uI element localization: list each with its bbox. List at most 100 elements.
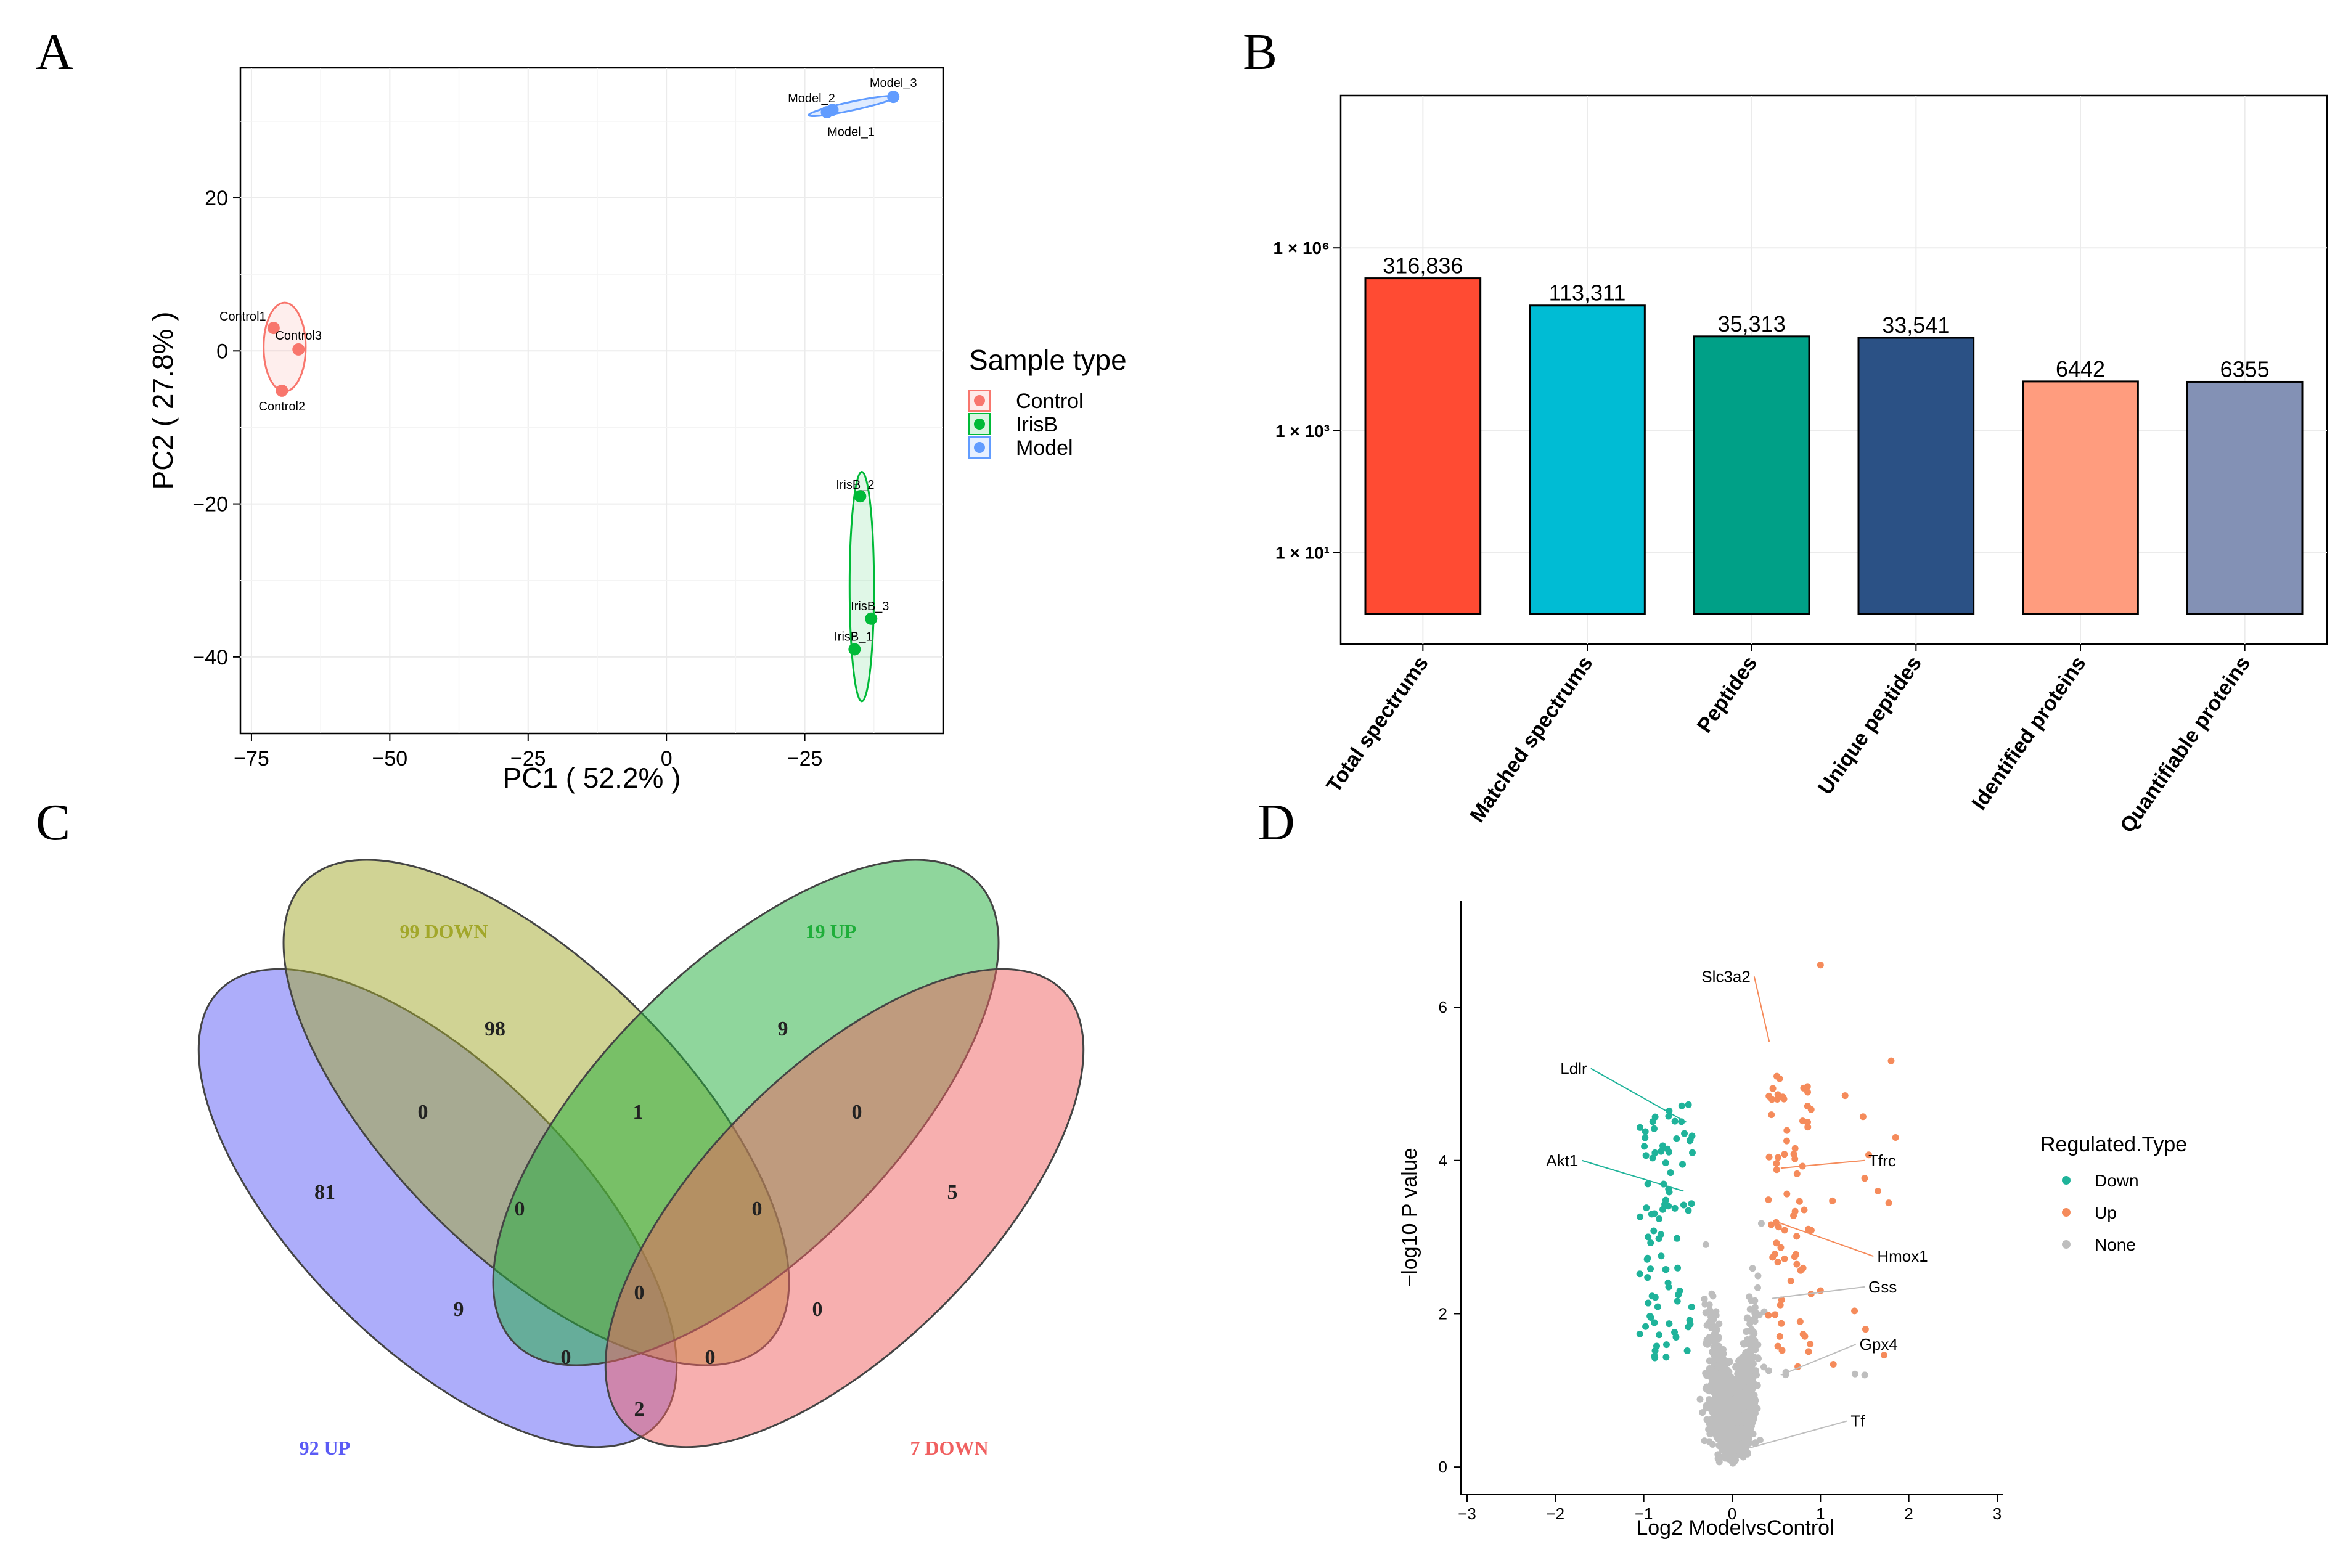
volcano-point (1676, 1287, 1683, 1294)
volcano-point (1709, 1292, 1717, 1300)
volcano-y-tick-label: 0 (1439, 1458, 1447, 1476)
volcano-point (1773, 1160, 1780, 1167)
volcano-point (1648, 1292, 1656, 1300)
volcano-point (1736, 1383, 1744, 1390)
volcano-point (1751, 1410, 1759, 1417)
volcano-point (1793, 1251, 1800, 1258)
volcano-point (1681, 1130, 1688, 1137)
volcano-point (1642, 1128, 1649, 1135)
volcano-point (1804, 1102, 1811, 1109)
volcano-point (1745, 1362, 1752, 1369)
volcano-point (1709, 1357, 1717, 1365)
volcano-point (1712, 1333, 1719, 1341)
volcano-point (1783, 1137, 1791, 1145)
volcano-point (1662, 1266, 1670, 1273)
venn-set-label: 19 UP (806, 920, 857, 942)
venn-region-count: 5 (947, 1181, 958, 1204)
volcano-point (1748, 1346, 1755, 1354)
volcano-point (1772, 1219, 1780, 1226)
volcano-point (1804, 1088, 1812, 1096)
bar-value-label: 113,311 (1549, 280, 1626, 306)
volcano-point (1829, 1197, 1836, 1204)
volcano-point (1735, 1369, 1742, 1376)
volcano-point (1658, 1148, 1665, 1155)
volcano-annotation-leader (1590, 1068, 1687, 1123)
volcano-point (1791, 1155, 1799, 1162)
volcano-point (1656, 1215, 1663, 1222)
volcano-point (1674, 1297, 1681, 1305)
volcano-point (1727, 1439, 1735, 1446)
venn-region-count: 9 (454, 1298, 464, 1321)
volcano-point (1773, 1072, 1781, 1080)
pca-legend-label: Model (1016, 436, 1073, 460)
venn-region-counts: 81 98 9 5 0 1 0 0 0 0 9 0 0 0 2 (314, 1018, 958, 1421)
volcano-point (1804, 1119, 1811, 1126)
volcano-point (1841, 1092, 1849, 1100)
volcano-point (1875, 1188, 1881, 1194)
volcano-point (1796, 1318, 1804, 1325)
volcano-point (1658, 1252, 1665, 1260)
volcano-point (1732, 1426, 1740, 1433)
volcano-point (1674, 1264, 1682, 1272)
volcano-points (1636, 962, 1899, 1467)
venn-region-count: 1 (633, 1101, 644, 1124)
bar-bars: 316,836 113,311 35,313 33,541 6442 6355 (1364, 253, 2304, 615)
bar-y-tick-label: 1 × 10⁶ (1273, 239, 1330, 258)
volcano-annotation-leader (1780, 1344, 1857, 1376)
pca-ellipse-irisb (848, 470, 875, 703)
pca-legend-label: Control (1016, 390, 1084, 413)
volcano-point (1805, 1348, 1812, 1355)
pca-point (276, 384, 288, 397)
bar (1364, 277, 1482, 615)
volcano-point (1807, 1341, 1814, 1348)
pca-y-axis-title: PC2 ( 27.8% ) (147, 312, 179, 490)
bar-chart: 316,836 113,311 35,313 33,541 6442 6355 1 × 1… (1273, 94, 2328, 837)
volcano-annotation-label: Hmox1 (1877, 1247, 1928, 1265)
volcano-point (1657, 1231, 1664, 1238)
volcano-point (1776, 1333, 1783, 1340)
volcano-point (1711, 1406, 1719, 1413)
volcano-point (1696, 1395, 1704, 1403)
volcano-x-tick-label: 1 (1816, 1505, 1825, 1523)
volcano-legend-items: Down Up None (2062, 1171, 2139, 1254)
venn-diagram: 92 UP 99 DOWN 19 UP 7 DOWN 81 98 9 5 0 1 0 0 0 0 9 0 0 0… (197, 859, 1085, 1459)
venn-ellipse-4 (604, 968, 1085, 1448)
pca-y-tick-label: −20 (192, 493, 228, 517)
volcano-point (1647, 1265, 1654, 1273)
volcano-point (1642, 1134, 1649, 1141)
pca-point (292, 343, 305, 356)
volcano-point (1701, 1295, 1708, 1302)
volcano-y-tick-label: 6 (1439, 998, 1447, 1016)
pca-legend-dot (974, 419, 985, 430)
pca-point-label: Control2 (259, 400, 306, 414)
volcano-point (1772, 1311, 1779, 1318)
volcano-annotation-leader (1582, 1159, 1684, 1192)
volcano-point (1637, 1213, 1644, 1220)
panel-label-b: B (1243, 23, 1277, 81)
pca-point-label: Control3 (275, 329, 322, 343)
pca-point-label: Control1 (219, 310, 266, 324)
volcano-legend-dot (2062, 1176, 2071, 1185)
volcano-point (1735, 1357, 1743, 1365)
volcano-annotation-label: Akt1 (1546, 1151, 1578, 1170)
bar-value-label: 6355 (2220, 356, 2270, 382)
volcano-legend-dot (2062, 1208, 2071, 1217)
volcano-legend-title: Regulated.Type (2040, 1133, 2187, 1156)
volcano-point (1751, 1297, 1759, 1304)
volcano-point (1637, 1124, 1644, 1131)
bar-x-tick-label: Total spectrums (1322, 652, 1433, 797)
volcano-point (1662, 1341, 1670, 1349)
volcano-annotation-label: Gpx4 (1860, 1335, 1898, 1354)
volcano-point (1765, 1367, 1772, 1374)
volcano-point (1885, 1199, 1892, 1207)
pca-point (848, 643, 861, 656)
pca-legend-title: Sample type (969, 344, 1127, 376)
pca-point-label: IrisB_3 (851, 600, 889, 613)
volcano-point (1830, 1361, 1837, 1368)
volcano-point (1683, 1347, 1691, 1354)
volcano-point (1651, 1352, 1658, 1360)
volcano-point (1743, 1328, 1750, 1335)
volcano-point (1777, 1244, 1785, 1251)
volcano-point (1716, 1360, 1724, 1368)
